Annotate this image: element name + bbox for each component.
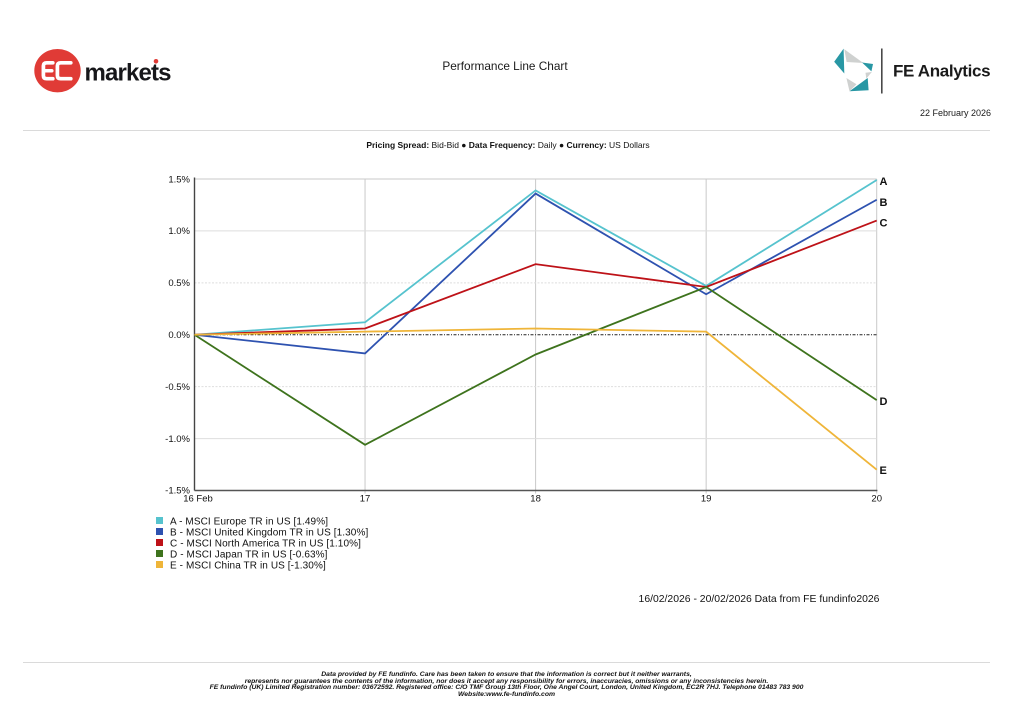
svg-text:markets: markets xyxy=(85,60,172,87)
svg-text:E - MSCI China TR in US [-1.30: E - MSCI China TR in US [-1.30%] xyxy=(170,561,326,572)
svg-text:D - MSCI Japan TR in US [-0.63: D - MSCI Japan TR in US [-0.63%] xyxy=(170,550,328,561)
svg-text:C - MSCI North America TR in U: C - MSCI North America TR in US [1.10%] xyxy=(170,539,361,550)
svg-text:B - MSCI United Kingdom TR in: B - MSCI United Kingdom TR in US [1.30%] xyxy=(170,528,368,539)
svg-text:0.5%: 0.5% xyxy=(168,278,190,289)
svg-text:B: B xyxy=(880,197,888,209)
svg-text:FE Analytics: FE Analytics xyxy=(893,62,990,81)
svg-text:1.5%: 1.5% xyxy=(168,174,190,185)
svg-text:D: D xyxy=(880,396,888,408)
svg-text:-1.0%: -1.0% xyxy=(165,434,190,445)
svg-text:C: C xyxy=(880,218,888,230)
svg-text:A - MSCI Europe TR in US [1.49: A - MSCI Europe TR in US [1.49%] xyxy=(170,517,328,528)
svg-text:17: 17 xyxy=(360,494,371,505)
svg-text:0.0%: 0.0% xyxy=(168,330,190,341)
svg-text:E: E xyxy=(880,465,887,477)
svg-text:A: A xyxy=(880,176,888,188)
svg-text:16 Feb: 16 Feb xyxy=(183,494,213,505)
svg-text:-0.5%: -0.5% xyxy=(165,382,190,393)
svg-text:18: 18 xyxy=(530,494,541,505)
svg-text:1.0%: 1.0% xyxy=(168,226,190,237)
svg-text:19: 19 xyxy=(701,494,712,505)
svg-text:-1.5%: -1.5% xyxy=(165,486,190,497)
svg-text:20: 20 xyxy=(871,494,882,505)
svg-text:16/02/2026 - 20/02/2026 Data f: 16/02/2026 - 20/02/2026 Data from FE fun… xyxy=(639,594,880,605)
